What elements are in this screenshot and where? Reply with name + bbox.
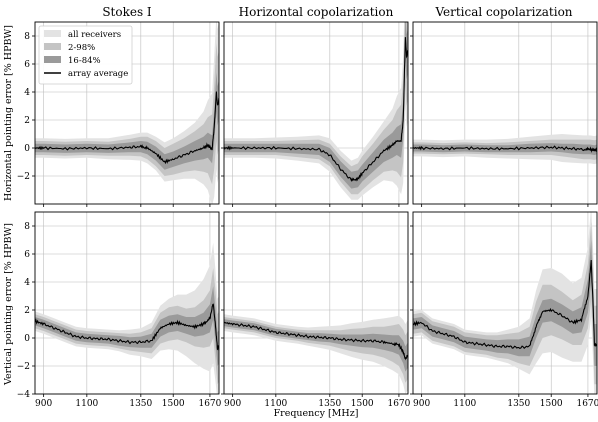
panel-r1-c2-xtick-label-900: 900 — [413, 399, 430, 409]
panel-r1-c2-frame — [412, 211, 598, 395]
panel-r1-c1-xtick-label-900: 900 — [224, 399, 241, 409]
legend-label-array-average: array average — [68, 69, 128, 79]
column-title-vertical-copolarization: Vertical copolarization — [434, 5, 572, 19]
panel-r0-c0-array-average-line — [35, 91, 219, 165]
panel-r1-c0-xtick-label-1350: 1350 — [129, 399, 152, 409]
legend-swatch-16-84 — [44, 56, 61, 63]
column-title-horizontal-copolarization: Horizontal copolarization — [239, 5, 394, 19]
panel-r0-c2-array-average-line — [413, 145, 597, 154]
panel-r1-c0-xtick-label-1670: 1670 — [198, 399, 221, 409]
legend-frame — [38, 25, 133, 85]
panel-r0-c0-ytick-label-0: 0 — [24, 144, 30, 154]
column-title-stokes-i: Stokes I — [102, 5, 152, 19]
panel-r0-c1-band-16-84 — [224, 22, 408, 189]
panel-r1-c2-xtick-label-1350: 1350 — [507, 399, 530, 409]
panel-r0-c2 — [410, 21, 598, 207]
y-axis-label-vertical: Vertical pointing error [% HPBW] — [3, 223, 14, 386]
panel-r1-c1-bands — [224, 314, 408, 394]
panel-r1-c0-ytick-label-6: 6 — [24, 250, 30, 260]
panel-r0-c0: −2 0 2 4 6 8 — [17, 21, 220, 207]
panel-r0-c0-frame — [34, 21, 220, 205]
panel-r1-c1-xtick-label-1670: 1670 — [387, 399, 410, 409]
panel-r1-c0-ytick-label-8: 8 — [24, 222, 30, 232]
panel-r1-c0-array-average-line — [35, 303, 219, 351]
legend-swatch-all-receivers — [44, 30, 61, 37]
panel-r0-c0-bands — [35, 22, 219, 204]
y-axis-label-horizontal: Horizontal pointing error [% HPBW] — [3, 25, 14, 201]
panel-r1-c1-xtick-label-1350: 1350 — [318, 399, 341, 409]
legend: all receivers 2-98% 16-84% array average — [38, 25, 133, 85]
panel-r1-c2-xtick-label-1100: 1100 — [453, 399, 476, 409]
panel-r1-c0-ytick-label-0: 0 — [24, 334, 30, 344]
panel-r0-c2-frame — [412, 21, 598, 205]
panel-r0-c0-ytick-label-4: 4 — [24, 88, 30, 98]
panel-r1-c1: 900 1100 1350 1500 1670 — [221, 211, 411, 409]
panel-r1-c0-ticks: 900 1100 1350 1500 1670 −4 −2 0 2 4 6 8 — [17, 222, 222, 409]
panel-r0-c1-ticks — [221, 35, 400, 207]
panel-r0-c2-ticks — [410, 35, 589, 207]
panel-r0-c1-bands — [224, 22, 408, 200]
panel-r1-c0-ytick-label-2: 2 — [24, 306, 30, 316]
panel-r1-c1-xtick-label-1100: 1100 — [264, 399, 287, 409]
x-axis-label: Frequency [MHz] — [274, 408, 359, 419]
panel-r1-c2-array-average-line — [413, 259, 597, 350]
panel-r1-c2-xtick-label-1500: 1500 — [540, 399, 563, 409]
panel-r1-c0-xtick-label-1100: 1100 — [75, 399, 98, 409]
panel-r0-c1-band-all — [224, 22, 408, 200]
panel-r1-c2: 900 1100 1350 1500 1670 — [410, 211, 598, 409]
panel-r0-c0-ytick-label--2: −2 — [17, 172, 30, 182]
panel-r1-c2-band-16-84 — [413, 240, 597, 366]
legend-label-16-84: 16-84% — [68, 56, 101, 66]
panel-r0-c1-frame — [223, 21, 409, 205]
panel-r1-c2-xtick-label-1670: 1670 — [576, 399, 598, 409]
panel-r1-c0-xtick-label-1500: 1500 — [162, 399, 185, 409]
panel-r0-c0-ytick-label-8: 8 — [24, 32, 30, 42]
panel-r1-c0-xtick-label-900: 900 — [35, 399, 52, 409]
panel-r1-c0-ytick-label--4: −4 — [17, 390, 31, 400]
panels: −2 0 2 4 6 8 900 1100 1350 1500 1670 −4 −2 0 2 4 6 8 900 11… — [17, 21, 598, 409]
panel-r0-c0-ytick-label-2: 2 — [24, 116, 30, 126]
panel-r1-c1-frame — [223, 211, 409, 395]
panel-r1-c0-ytick-label--2: −2 — [17, 362, 30, 372]
panel-r0-c1 — [221, 21, 409, 207]
panel-r1-c0: 900 1100 1350 1500 1670 −4 −2 0 2 4 6 8 — [17, 211, 222, 409]
panel-r1-c1-array-average-line — [224, 321, 408, 361]
panel-r0-c0-ticks: −2 0 2 4 6 8 — [17, 32, 211, 207]
panel-r1-c0-frame — [34, 211, 220, 395]
column-titles: Stokes I Horizontal copolarization Verti… — [102, 5, 572, 19]
panel-r0-c1-array-average-line — [224, 37, 408, 182]
panel-r0-c2-grid — [413, 22, 597, 204]
legend-label-all-receivers: all receivers — [68, 30, 121, 40]
panel-r1-c1-ticks: 900 1100 1350 1500 1670 — [221, 225, 411, 409]
panel-r1-c2-ticks: 900 1100 1350 1500 1670 — [410, 225, 598, 409]
panel-r1-c0-bands — [35, 242, 219, 394]
panel-r1-c1-grid — [224, 212, 408, 395]
panel-r0-c0-ytick-label-6: 6 — [24, 60, 30, 70]
panel-r1-c2-bands — [413, 212, 597, 394]
legend-label-2-98: 2-98% — [68, 43, 95, 53]
panel-r0-c0-band-16-84 — [35, 72, 219, 170]
panel-r1-c0-band-16-84 — [35, 286, 219, 366]
panel-r1-c0-ytick-label-4: 4 — [24, 278, 30, 288]
panel-r1-c1-xtick-label-1500: 1500 — [351, 399, 374, 409]
legend-swatch-2-98 — [44, 43, 61, 50]
